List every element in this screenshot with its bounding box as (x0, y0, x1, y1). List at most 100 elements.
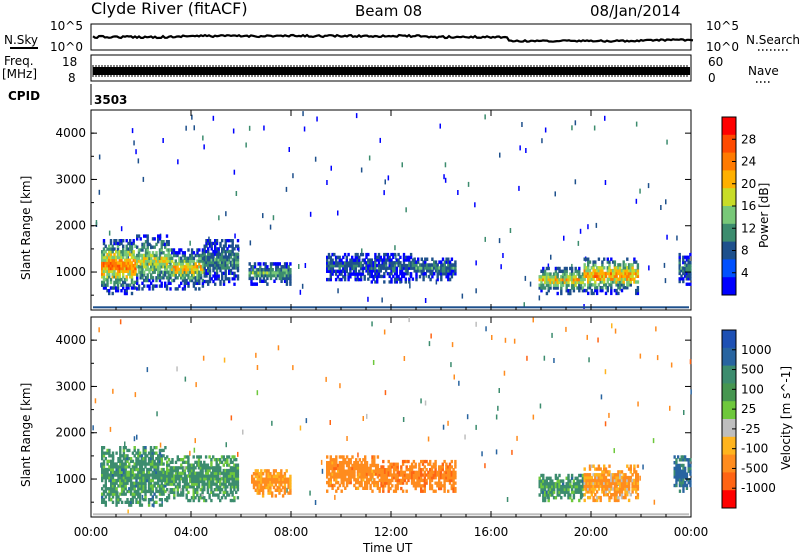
range-cell (287, 477, 290, 481)
range-cell (117, 484, 120, 488)
range-cell (157, 462, 160, 466)
range-cell (127, 261, 130, 265)
range-cell (356, 469, 360, 473)
range-cell (443, 473, 446, 477)
range-cell (137, 467, 140, 472)
range-cell (626, 490, 629, 494)
range-cell (167, 482, 171, 486)
range-cell (111, 291, 114, 296)
noise-point (543, 355, 546, 361)
range-cell (680, 483, 683, 488)
range-cell (257, 270, 260, 275)
range-cell (138, 454, 142, 458)
range-cell (543, 275, 547, 279)
range-cell (678, 261, 681, 265)
range-cell (556, 272, 559, 276)
range-cell (438, 468, 441, 472)
range-cell (124, 500, 127, 504)
range-cell (675, 463, 678, 468)
scatter-region-4 (203, 239, 240, 286)
range-cell (162, 242, 165, 247)
range-cell (187, 485, 190, 489)
range-cell (129, 244, 132, 248)
range-cell (215, 263, 219, 267)
range-cell (608, 495, 611, 500)
range-cell (132, 272, 135, 276)
range-cell (393, 252, 397, 257)
range-cell (373, 461, 376, 465)
noise-point (225, 442, 227, 448)
range-cell (579, 484, 583, 489)
range-cell (127, 258, 130, 262)
range-cell (231, 260, 234, 265)
range-cell (280, 488, 283, 492)
range-cell (250, 279, 253, 283)
noise-point (587, 224, 589, 230)
range-cell (106, 467, 109, 472)
range-cell (229, 252, 233, 256)
range-cell (271, 268, 274, 272)
range-cell (113, 286, 116, 290)
range-cell (129, 467, 133, 472)
range-cell (420, 476, 423, 480)
range-cell (386, 252, 390, 257)
range-cell (327, 478, 331, 482)
range-cell (327, 261, 331, 265)
range-cell (143, 262, 146, 266)
range-cell (601, 478, 604, 483)
noise-point (614, 328, 617, 334)
range-cell (173, 488, 176, 492)
range-cell (151, 278, 155, 283)
range-cell (122, 489, 126, 494)
range-cell (396, 478, 399, 483)
range-cell (684, 472, 687, 476)
range-cell (447, 476, 450, 480)
range-cell (222, 271, 226, 275)
range-cell (231, 498, 234, 503)
nsky-label: N.Sky (4, 33, 38, 47)
range-cell (111, 266, 114, 271)
range-cell (393, 277, 397, 281)
range-cell (452, 478, 455, 483)
range-cell (677, 469, 680, 473)
noise-point (690, 389, 692, 395)
range-cell (689, 277, 692, 281)
range-cell (208, 255, 212, 259)
range-cell (233, 258, 236, 262)
range-cell (343, 269, 347, 273)
range-cell (561, 280, 565, 285)
range-cell (265, 469, 268, 473)
range-cell (547, 496, 550, 500)
range-cell (131, 451, 135, 455)
range-cell (336, 264, 340, 268)
range-cell (129, 269, 132, 273)
range-cell (436, 481, 439, 485)
range-cell (556, 286, 559, 290)
range-cell (445, 257, 448, 261)
range-cell (155, 489, 158, 494)
range-cell (160, 262, 163, 266)
range-cell (340, 461, 343, 465)
range-cell (590, 291, 593, 296)
range-cell (415, 272, 418, 276)
range-cell (196, 474, 199, 478)
range-cell (116, 255, 120, 260)
range-cell (401, 470, 405, 474)
range-cell (560, 286, 563, 290)
range-cell (181, 458, 185, 462)
range-cell (587, 286, 590, 290)
range-cell (590, 277, 593, 281)
noise-point (513, 338, 516, 344)
range-cell (352, 272, 356, 276)
range-cell (415, 269, 418, 273)
range-cell (108, 255, 111, 260)
range-cell (151, 473, 154, 477)
range-cell (603, 283, 606, 287)
noise-point (491, 335, 493, 340)
range-cell (438, 484, 441, 488)
range-cell (610, 495, 613, 500)
range-cell (633, 481, 636, 485)
range-cell (424, 260, 427, 264)
range-cell (276, 265, 280, 269)
